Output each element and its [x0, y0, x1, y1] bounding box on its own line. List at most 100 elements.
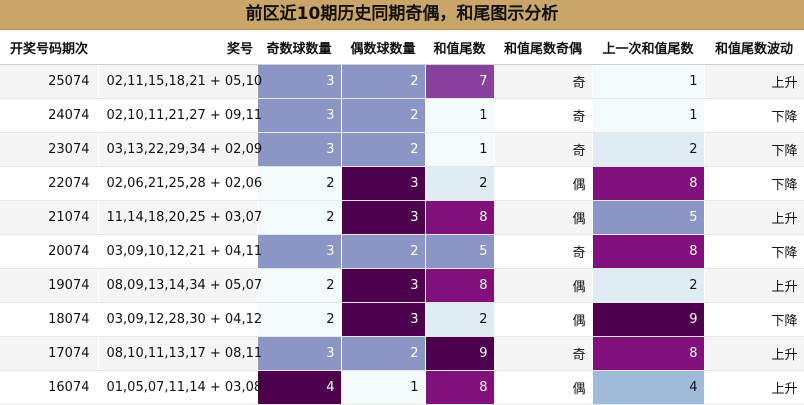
even-count-cell: 3 [341, 302, 426, 337]
sum-tail-cell: 5 [425, 234, 495, 269]
table-row: 22074 02,06,21,25,28 + 02,06 2 3 2 偶 8 下降 [0, 166, 804, 201]
tail-parity-cell: 偶 [494, 302, 593, 337]
prev-tail-cell: 8 [592, 166, 705, 201]
numbers-cell: 11,14,18,20,25 + 03,07 [98, 200, 262, 235]
tail-trend-cell: 下降 [704, 234, 804, 269]
odd-count-cell: 3 [257, 336, 342, 371]
tail-trend-cell: 上升 [704, 200, 804, 235]
issue-cell: 17074 [0, 336, 99, 371]
col-header-numbers: 奖号 [98, 30, 257, 65]
even-count-cell: 2 [341, 336, 426, 371]
tail-parity-cell: 奇 [494, 132, 593, 167]
tail-trend-cell: 下降 [704, 166, 804, 201]
tail-trend-cell: 上升 [704, 370, 804, 405]
issue-cell: 16074 [0, 370, 99, 405]
sum-tail-cell: 1 [425, 98, 495, 133]
tail-parity-cell: 偶 [494, 370, 593, 405]
numbers-cell: 08,10,11,13,17 + 08,11 [98, 336, 262, 371]
issue-cell: 25074 [0, 64, 99, 99]
table-row: 23074 03,13,22,29,34 + 02,09 3 2 1 奇 2 下降 [0, 132, 804, 167]
prev-tail-cell: 1 [592, 64, 705, 99]
odd-count-cell: 2 [257, 200, 342, 235]
table-row: 19074 08,09,13,14,34 + 05,07 2 3 8 偶 2 上升 [0, 268, 804, 303]
issue-cell: 20074 [0, 234, 99, 269]
table-row: 17074 08,10,11,13,17 + 08,11 3 2 9 奇 8 上升 [0, 336, 804, 371]
even-count-cell: 3 [341, 200, 426, 235]
tail-trend-cell: 上升 [704, 336, 804, 371]
tail-trend-cell: 下降 [704, 132, 804, 167]
even-count-cell: 2 [341, 132, 426, 167]
prev-tail-cell: 5 [592, 200, 705, 235]
tail-trend-cell: 下降 [704, 302, 804, 337]
numbers-cell: 03,09,10,12,21 + 04,11 [98, 234, 262, 269]
table-row: 16074 01,05,07,11,14 + 03,08 4 1 8 偶 4 上升 [0, 370, 804, 405]
prev-tail-cell: 8 [592, 234, 705, 269]
prev-tail-cell: 2 [592, 132, 705, 167]
odd-count-cell: 3 [257, 64, 342, 99]
tail-parity-cell: 奇 [494, 64, 593, 99]
issue-cell: 24074 [0, 98, 99, 133]
tail-parity-cell: 偶 [494, 166, 593, 201]
tail-parity-cell: 偶 [494, 200, 593, 235]
issue-cell: 21074 [0, 200, 99, 235]
issue-cell: 22074 [0, 166, 99, 201]
even-count-cell: 3 [341, 268, 426, 303]
sum-tail-cell: 8 [425, 268, 495, 303]
table-row: 24074 02,10,11,21,27 + 09,11 3 2 1 奇 1 下降 [0, 98, 804, 133]
sum-tail-cell: 2 [425, 166, 495, 201]
even-count-cell: 3 [341, 166, 426, 201]
sum-tail-cell: 8 [425, 370, 495, 405]
odd-count-cell: 3 [257, 234, 342, 269]
prev-tail-cell: 4 [592, 370, 705, 405]
prev-tail-cell: 8 [592, 336, 705, 371]
sum-tail-cell: 7 [425, 64, 495, 99]
tail-parity-cell: 偶 [494, 268, 593, 303]
table-title: 前区近10期历史同期奇偶，和尾图示分析 [0, 0, 804, 30]
col-header-prev-tail: 上一次和值尾数 [592, 30, 704, 65]
even-count-cell: 1 [341, 370, 426, 405]
even-count-cell: 2 [341, 98, 426, 133]
tail-trend-cell: 下降 [704, 98, 804, 133]
table-row: 20074 03,09,10,12,21 + 04,11 3 2 5 奇 8 下降 [0, 234, 804, 269]
tail-parity-cell: 奇 [494, 336, 593, 371]
col-header-odd-count: 奇数球数量 [257, 30, 341, 65]
numbers-cell: 03,13,22,29,34 + 02,09 [98, 132, 262, 167]
numbers-cell: 03,09,12,28,30 + 04,12 [98, 302, 262, 337]
table-row: 18074 03,09,12,28,30 + 04,12 2 3 2 偶 9 下降 [0, 302, 804, 337]
tail-trend-cell: 上升 [704, 268, 804, 303]
even-count-cell: 2 [341, 234, 426, 269]
numbers-cell: 02,10,11,21,27 + 09,11 [98, 98, 262, 133]
even-count-cell: 2 [341, 64, 426, 99]
col-header-issue: 开奖号码期次 [0, 30, 98, 65]
sum-tail-cell: 1 [425, 132, 495, 167]
issue-cell: 19074 [0, 268, 99, 303]
table-row: 21074 11,14,18,20,25 + 03,07 2 3 8 偶 5 上升 [0, 200, 804, 235]
odd-count-cell: 2 [257, 166, 342, 201]
tail-parity-cell: 奇 [494, 234, 593, 269]
odd-count-cell: 2 [257, 268, 342, 303]
col-header-tail-parity: 和值尾数奇偶 [494, 30, 592, 65]
prev-tail-cell: 2 [592, 268, 705, 303]
odd-count-cell: 3 [257, 132, 342, 167]
issue-cell: 23074 [0, 132, 99, 167]
numbers-cell: 02,11,15,18,21 + 05,10 [98, 64, 262, 99]
header-row: 开奖号码期次 奖号 奇数球数量 偶数球数量 和值尾数 和值尾数奇偶 上一次和值尾… [0, 30, 804, 65]
odd-count-cell: 4 [257, 370, 342, 405]
table-row: 25074 02,11,15,18,21 + 05,10 3 2 7 奇 1 上升 [0, 64, 804, 99]
sum-tail-cell: 8 [425, 200, 495, 235]
odd-count-cell: 3 [257, 98, 342, 133]
prev-tail-cell: 9 [592, 302, 705, 337]
tail-trend-cell: 上升 [704, 64, 804, 99]
tail-parity-cell: 奇 [494, 98, 593, 133]
col-header-sum-tail: 和值尾数 [425, 30, 494, 65]
prev-tail-cell: 1 [592, 98, 705, 133]
numbers-cell: 02,06,21,25,28 + 02,06 [98, 166, 262, 201]
odd-count-cell: 2 [257, 302, 342, 337]
numbers-cell: 08,09,13,14,34 + 05,07 [98, 268, 262, 303]
col-header-tail-trend: 和值尾数波动 [704, 30, 804, 65]
sum-tail-cell: 2 [425, 302, 495, 337]
numbers-cell: 01,05,07,11,14 + 03,08 [98, 370, 262, 405]
sum-tail-cell: 9 [425, 336, 495, 371]
col-header-even-count: 偶数球数量 [341, 30, 425, 65]
